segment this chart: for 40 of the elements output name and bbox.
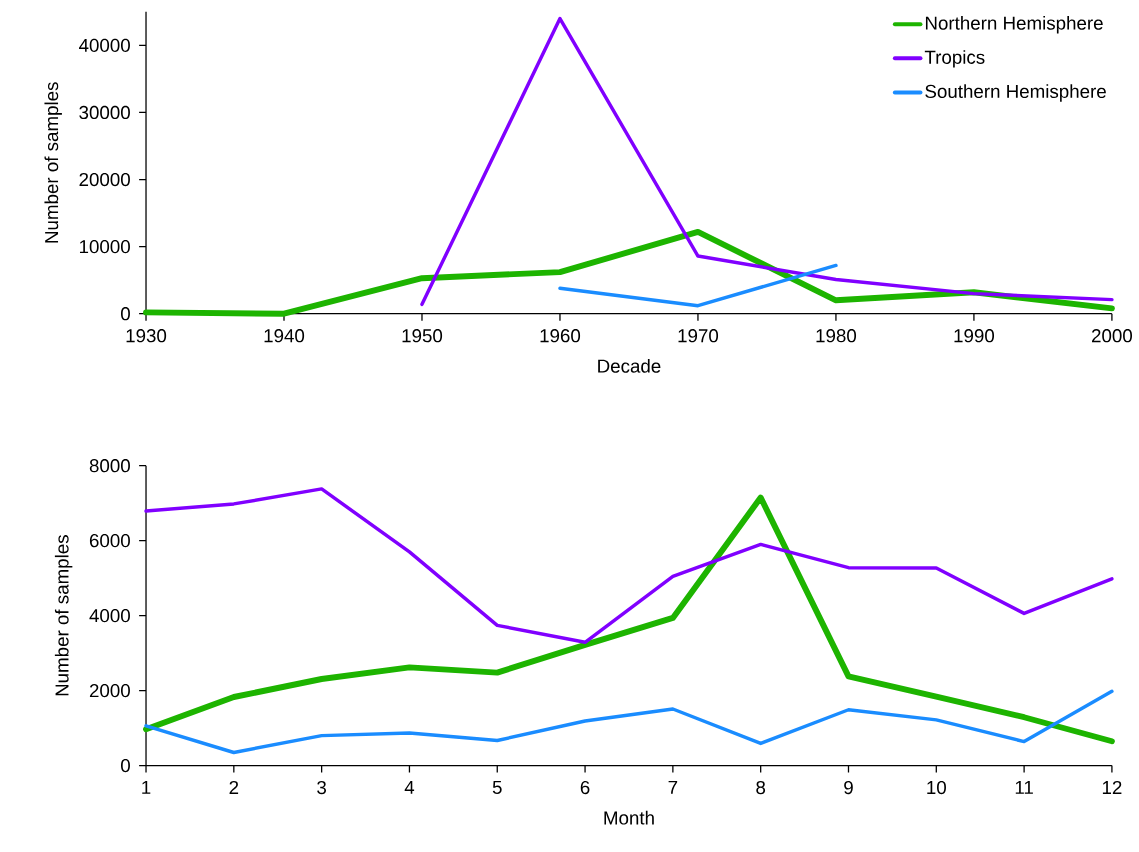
x-tick-label: 5: [492, 780, 502, 794]
y-tick-label: 8000: [89, 458, 130, 473]
x-tick-label: 1960: [540, 328, 581, 343]
x-tick-label: 1950: [402, 328, 443, 343]
line-series: [144, 689, 1114, 755]
x-tick-label: 1970: [678, 328, 719, 343]
y-tick-label: 0: [121, 306, 130, 321]
y-tick-label: 2000: [89, 683, 130, 698]
x-tick-label: 7: [668, 780, 678, 794]
x-tick-label: 6: [580, 780, 590, 794]
x-tick-label: 3: [317, 780, 327, 794]
x-tick-label: 1: [142, 780, 151, 794]
x-tick-label: 1930: [126, 328, 167, 343]
line-series: [144, 486, 1114, 644]
x-tick-label: 12: [1102, 780, 1122, 794]
x-tick-label: 1980: [816, 328, 857, 343]
x-tick-label: 1940: [264, 328, 305, 343]
y-tick-label: 6000: [89, 533, 130, 548]
x-tick-label: 10: [927, 780, 946, 794]
line-series: [420, 16, 1114, 306]
y-axis-title: Number of samples: [54, 534, 73, 696]
y-axis-title: Number of samples: [44, 82, 62, 243]
legend-label: Tropics: [924, 49, 985, 68]
x-axis-title: Month: [604, 810, 654, 825]
x-axis-title: Decade: [598, 358, 661, 373]
y-tick-label: 30000: [79, 105, 130, 119]
legend-label: Southern Hemisphere: [925, 84, 1106, 102]
legend-label: Northern Hemisphere: [925, 15, 1103, 34]
x-tick-label: 11: [1015, 780, 1033, 794]
y-tick-label: 10000: [79, 239, 130, 254]
y-tick-label: 0: [121, 758, 130, 773]
y-tick-label: 20000: [79, 172, 130, 186]
x-tick-label: 1990: [954, 328, 995, 343]
y-tick-label: 4000: [89, 608, 130, 623]
x-tick-label: 4: [404, 780, 415, 794]
x-tick-label: 2000: [1092, 328, 1133, 343]
x-tick-label: 2: [229, 780, 239, 794]
y-tick-label: 40000: [79, 38, 130, 52]
x-tick-label: 8: [756, 780, 766, 794]
x-tick-label: 9: [844, 780, 853, 794]
